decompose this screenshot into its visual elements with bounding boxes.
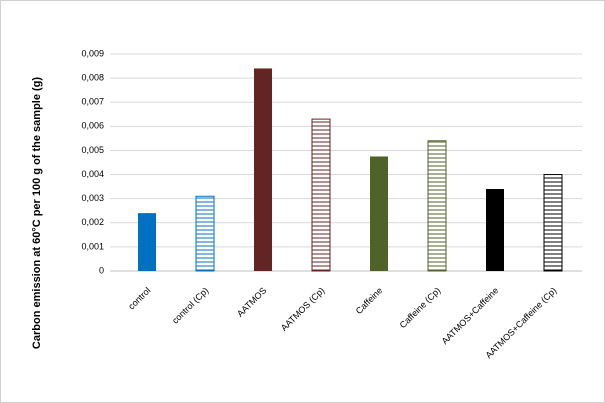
y-tick-label: 0,005 xyxy=(81,145,104,155)
y-tick-label: 0,004 xyxy=(81,169,104,179)
y-tick-label: 0,006 xyxy=(81,121,104,131)
bar xyxy=(254,68,272,271)
bar xyxy=(138,213,156,271)
y-tick-label: 0,007 xyxy=(81,97,104,107)
y-tick-label: 0,001 xyxy=(81,241,104,251)
bar xyxy=(427,140,447,272)
bar xyxy=(195,195,215,272)
y-tick-label: 0,008 xyxy=(81,72,104,82)
bar xyxy=(543,174,563,272)
bar xyxy=(370,156,388,271)
y-tick-label: 0,003 xyxy=(81,193,104,203)
y-tick-label: 0 xyxy=(99,265,104,275)
y-axis-label: Carbon emission at 60°C per 100 g of the… xyxy=(31,77,43,349)
y-tick-label: 0,009 xyxy=(81,48,104,58)
y-tick-label: 0,002 xyxy=(81,217,104,227)
bar xyxy=(486,189,504,271)
bar xyxy=(311,118,331,272)
